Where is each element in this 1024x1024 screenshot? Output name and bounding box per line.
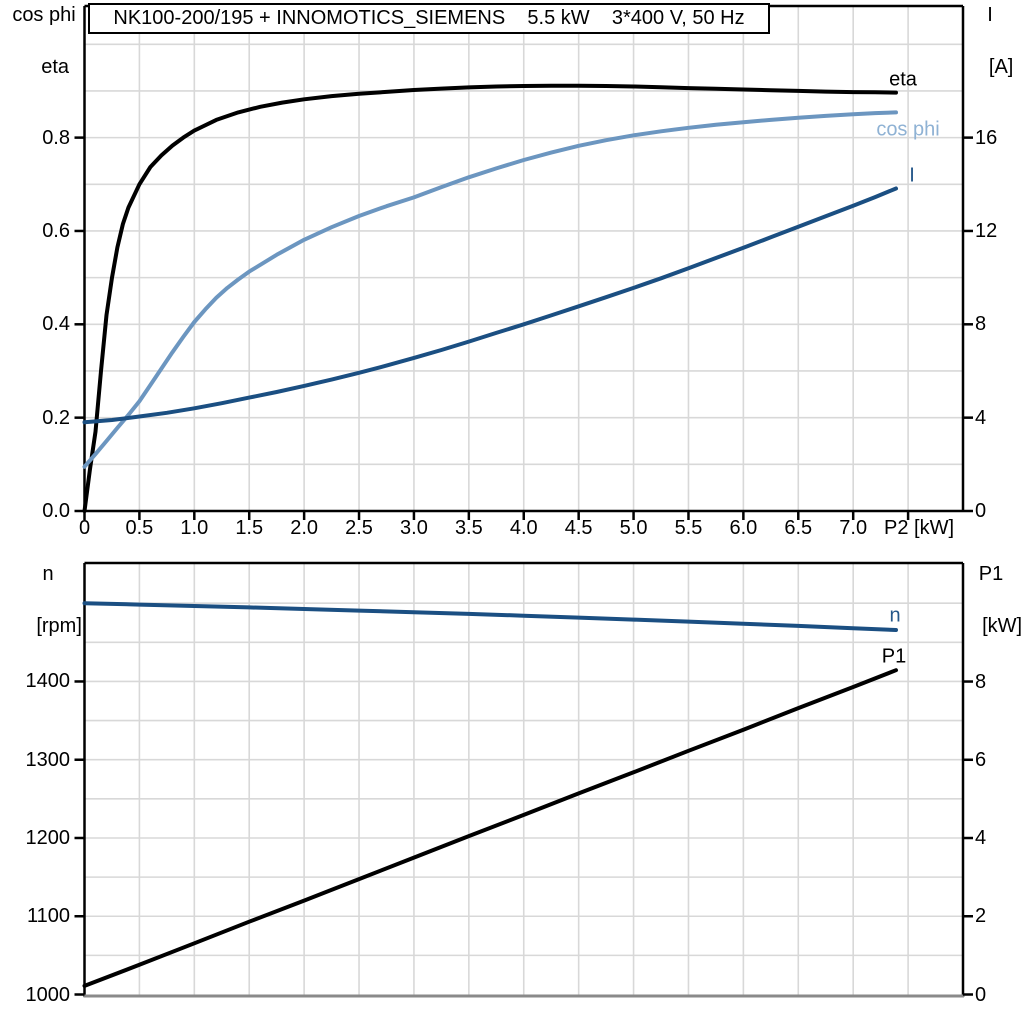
tick-label: 4.5 [564,517,593,539]
tick-label: 8 [975,313,987,336]
eta-curve-label: eta [889,68,917,91]
tick-label: 7.0 [839,517,868,539]
P1-curve [82,668,898,988]
tick-label: 0 [78,517,91,539]
tick-label: 1400 [25,670,71,693]
tick-label: 0.4 [42,313,70,336]
tick-label: 1000 [25,983,71,1006]
tick-label: 0.5 [125,517,154,539]
tick-label: 0 [975,983,987,1006]
top-left-axis-title: cos phi eta [2,2,86,80]
tick-label: 5.5 [674,517,703,539]
tick-label: 0.2 [42,406,70,429]
cos phi-curve [82,110,898,469]
tick-label: 4.0 [509,517,538,539]
tick-label: 1.5 [235,517,264,539]
tick-label: 1200 [25,826,71,849]
bottom-left-axis-title: n [rpm] [4,561,92,639]
tick-label: 0.6 [42,219,70,242]
cos-phi-axis-label: cos phi [12,4,76,26]
tick-label: 0 [975,500,987,522]
chart-title-box: NK100-200/195 + INNOMOTICS_SIEMENS 5.5 k… [88,3,770,34]
tick-label: 8 [975,670,987,693]
I-curve [82,186,898,425]
x-axis-unit-label: P2 [kW] [883,517,955,539]
bottom-right-axis-title: P1 [kW] [958,561,1024,639]
eta-axis-label: eta [41,56,70,78]
tick-label: 1.0 [180,517,209,539]
rpm-unit-label: [rpm] [36,615,82,637]
tick-label: 3.5 [454,517,483,539]
tick-label: 2 [975,905,987,928]
speed-curve-label: n [889,604,901,627]
tick-label: 12 [975,219,998,242]
tick-label: 4 [975,406,987,429]
tick-label: 6 [975,748,987,771]
current-curve-label: I [909,164,915,187]
tick-label: 2.5 [345,517,373,539]
tick-label: 5.0 [619,517,648,539]
n-curve [82,601,898,632]
tick-label: 4 [975,827,987,850]
speed-axis-label: n [42,563,54,585]
p1-axis-label: P1 [978,563,1004,585]
p1-curve-label: P1 [881,645,907,668]
top-right-axis-title: I [A] [958,2,1022,80]
tick-label: 3.0 [400,517,428,539]
current-axis-label: I [987,4,993,26]
tick-label: 0.8 [42,126,70,149]
eta-curve [82,83,898,513]
tick-label: 1100 [26,905,70,928]
tick-label: 2.0 [290,517,319,539]
cos-phi-curve-label: cos phi [876,118,940,141]
ampere-unit-label: [A] [988,56,1014,78]
tick-label: 6.0 [729,517,758,539]
tick-label: 1300 [25,748,71,771]
kw-unit-label: [kW] [982,615,1023,637]
tick-label: 0.0 [42,500,70,522]
tick-label: 6.5 [784,517,813,539]
tick-label: 16 [975,126,998,149]
